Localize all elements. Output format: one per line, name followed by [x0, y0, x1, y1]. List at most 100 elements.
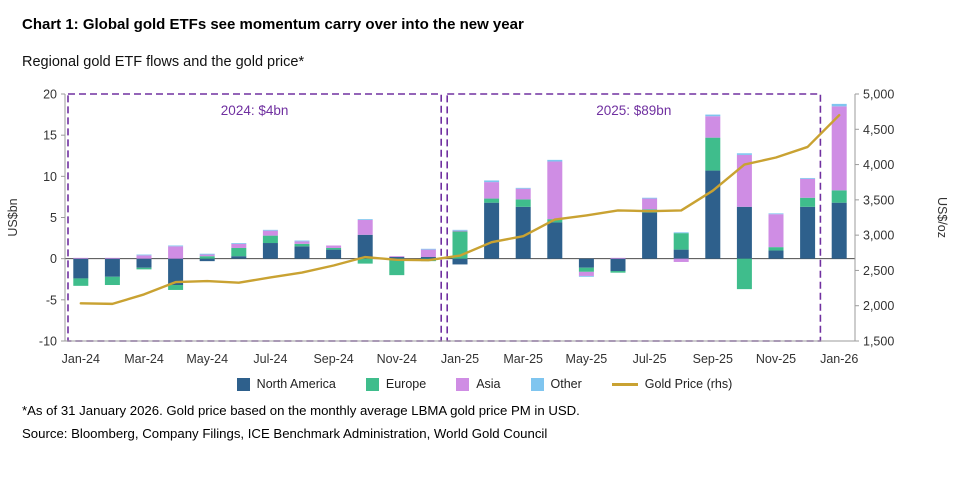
bar-segment: [610, 271, 626, 273]
legend-swatch-other-icon: [530, 377, 544, 391]
bar-segment: [768, 213, 784, 215]
bar-segment: [484, 180, 500, 183]
bar-segment: [515, 206, 531, 259]
x-tick-label: Jul-24: [253, 352, 287, 366]
bar-segment: [168, 285, 184, 290]
bar-segment: [578, 258, 594, 268]
bar-segment: [736, 153, 752, 155]
annotation-label: 2024: $4bn: [221, 103, 289, 118]
bar-segment: [642, 212, 658, 259]
bar-segment: [294, 241, 310, 244]
bar-segment: [262, 229, 278, 231]
bar-segment: [136, 267, 152, 270]
left-tick-label: 15: [43, 129, 57, 143]
bar-segment: [736, 258, 752, 290]
x-tick-label: Jan-26: [820, 352, 858, 366]
bar-segment: [831, 190, 847, 203]
x-tick-label: Jan-24: [62, 352, 100, 366]
x-tick-label: Mar-25: [503, 352, 543, 366]
bar-segment: [452, 258, 468, 265]
right-tick-label: 1,500: [863, 335, 894, 349]
legend-label-europe: Europe: [385, 377, 427, 391]
bar-segment: [452, 231, 468, 259]
legend-item-europe: Europe: [365, 377, 427, 391]
bar-segment: [547, 161, 563, 220]
x-tick-label: Jan-25: [441, 352, 479, 366]
bar-segment: [578, 267, 594, 272]
right-tick-label: 3,000: [863, 229, 894, 243]
bar-segment: [800, 177, 816, 179]
bar-segment: [484, 198, 500, 203]
bar-segment: [357, 234, 373, 259]
bar-segment: [547, 159, 563, 162]
bar-segment: [484, 202, 500, 259]
bar-segment: [357, 219, 373, 220]
left-tick-label: 20: [43, 88, 57, 102]
left-tick-label: 0: [50, 252, 57, 266]
bar-segment: [800, 178, 816, 198]
bar-segment: [262, 230, 278, 236]
x-tick-label: Sep-24: [313, 352, 353, 366]
chart-legend: North America Europe Asia Other Gold Pri…: [0, 377, 969, 391]
bar-segment: [420, 257, 436, 259]
bar-segment: [800, 206, 816, 259]
bar-segment: [199, 256, 215, 259]
bar-segment: [357, 258, 373, 264]
chart-area: 2024: $4bn 2025: $89bn 20 15 10 5 0 -5 -10 5,000 4…: [0, 80, 969, 377]
footnote-asof: *As of 31 January 2026. Gold price based…: [22, 403, 580, 418]
bar-segment: [326, 249, 342, 259]
bar-segment: [294, 246, 310, 259]
annotation-box: [67, 93, 443, 342]
x-tick-label: May-24: [186, 352, 228, 366]
left-tick-label: 5: [50, 211, 57, 225]
bar-segment: [768, 247, 784, 251]
x-tick-label: May-25: [566, 352, 608, 366]
legend-line-gold-price-icon: [611, 382, 638, 386]
legend-swatch-north-america-icon: [236, 377, 250, 391]
bar-segment: [642, 198, 658, 210]
bar-segment: [705, 170, 721, 259]
bar-segment: [104, 276, 120, 286]
footnotes: *As of 31 January 2026. Gold price based…: [22, 403, 969, 441]
bar-segment: [294, 243, 310, 247]
right-tick-label: 2,500: [863, 264, 894, 278]
bar-segment: [168, 246, 184, 259]
x-tick-label: Jul-25: [633, 352, 667, 366]
bar-segment: [199, 254, 215, 257]
bar-segment: [705, 114, 721, 117]
left-tick-label: 10: [43, 170, 57, 184]
legend-item-other: Other: [530, 377, 582, 391]
bar-segment: [705, 137, 721, 171]
chart-title: Chart 1: Global gold ETFs see momentum c…: [22, 16, 524, 33]
bar-segment: [610, 258, 626, 272]
right-tick-label: 5,000: [863, 88, 894, 102]
bar-segment: [104, 258, 120, 277]
bar-segment: [168, 245, 184, 247]
x-tick-label: Mar-24: [124, 352, 164, 366]
left-axis-title: US$bn: [6, 198, 20, 236]
bar-segment: [831, 202, 847, 259]
bar-segment: [199, 258, 215, 262]
bar-segment: [578, 271, 594, 276]
bar-segment: [73, 257, 89, 259]
bar-segment: [326, 245, 342, 248]
bar-segment: [578, 275, 594, 277]
bar-segment: [705, 116, 721, 138]
legend-swatch-europe-icon: [365, 377, 379, 391]
left-tick-label: -5: [46, 293, 57, 307]
bar-segment: [515, 188, 531, 200]
bar-segment: [673, 258, 689, 262]
bar-segment: [104, 257, 120, 259]
bar-segment: [199, 253, 215, 255]
bar-segment: [642, 197, 658, 199]
legend-label-other: Other: [550, 377, 582, 391]
bar-segment: [673, 249, 689, 259]
right-tick-label: 3,500: [863, 193, 894, 207]
bar-segment: [484, 182, 500, 199]
legend-item-north-america: North America: [236, 377, 336, 391]
chart-svg: 2024: $4bn 2025: $89bn 20 15 10 5 0 -5 -10 5,000 4…: [6, 88, 949, 367]
bar-segment: [262, 243, 278, 259]
annotation-box: [446, 93, 822, 342]
legend-item-gold-price: Gold Price (rhs): [611, 377, 732, 391]
bar-segment: [73, 278, 89, 286]
